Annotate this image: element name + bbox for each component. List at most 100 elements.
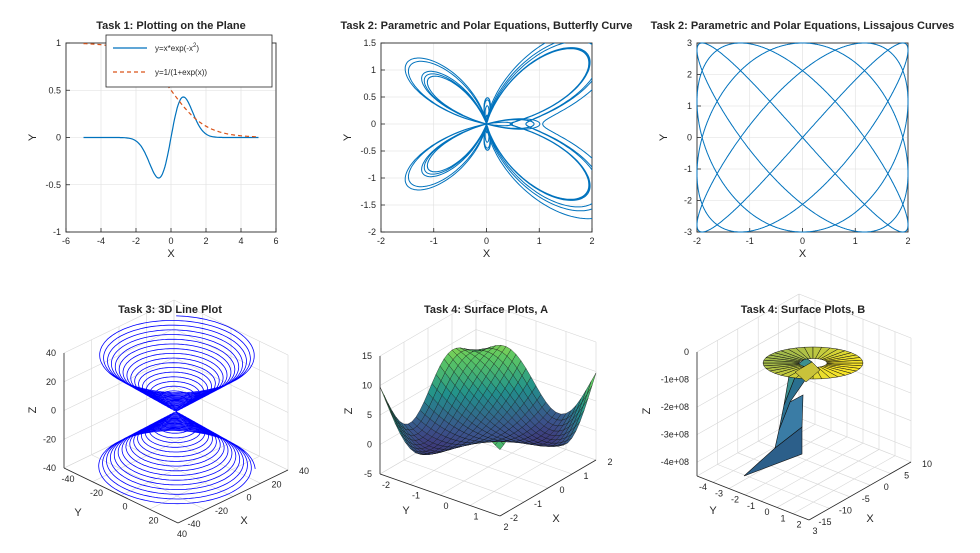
grid-line [63, 357, 175, 411]
grid-line [91, 454, 206, 511]
x-tick-label: 1 [473, 512, 478, 522]
y-tick-label: 0 [884, 482, 889, 492]
y-tick-label: 40 [299, 466, 309, 476]
axis-edge [499, 459, 597, 517]
z-tick-label: -2e+08 [661, 402, 689, 412]
z-tick-label: -1e+08 [661, 375, 689, 385]
x-tick-label: 0 [484, 236, 489, 246]
x-tick-label: 3 [812, 526, 817, 536]
grid-line [798, 376, 912, 421]
y-tick-label: 20 [271, 479, 281, 489]
y-tick-label: -1 [53, 227, 61, 237]
grid-line [146, 427, 261, 484]
y-axis-label: Y [342, 133, 354, 141]
x-axis-label: X [240, 515, 248, 527]
y-tick-label: 0 [56, 133, 61, 143]
x-tick-label: -1 [747, 501, 755, 511]
x-tick-label: 20 [148, 515, 158, 525]
grid-line [475, 299, 597, 343]
y-axis-label: Y [402, 505, 410, 517]
plot-frame [380, 42, 593, 233]
x-axis-label: X [483, 248, 491, 260]
x-tick-label: 4 [238, 236, 243, 246]
y-tick-label: 1.5 [363, 38, 376, 48]
grid-line [737, 452, 850, 498]
y-axis-label: Y [74, 507, 82, 519]
grid-lines [696, 293, 912, 521]
surface-patch [586, 372, 597, 395]
x-tick-label: 2 [503, 522, 508, 532]
x-tick-label: -2 [731, 495, 739, 505]
y-tick-label: -2 [510, 513, 518, 523]
x-tick-label: 2 [796, 520, 801, 530]
x-tick-label: -20 [90, 488, 103, 498]
axis-edge [696, 475, 810, 521]
surface-patch [743, 426, 803, 477]
grid-line [776, 449, 880, 508]
grid-line [798, 417, 912, 463]
chart-1: -6 -4 -2 0 2 4 6 -1 -0.5 0 0.5 1 Task 1: Plotting on… [27, 20, 279, 260]
surface-patch [471, 350, 482, 352]
x-tick-label: -3 [715, 488, 723, 498]
z-tick-label: 5 [367, 410, 372, 420]
x-tick-label: -2 [693, 236, 701, 246]
y-tick-label: -1 [534, 499, 542, 509]
y-tick-label: -10 [839, 505, 852, 515]
chart-title: Task 2: Parametric and Polar Equations, … [651, 20, 955, 32]
grid-line [744, 436, 848, 496]
y-axis-label: Y [27, 133, 39, 141]
grid-line [379, 329, 477, 386]
x-axis-label: X [866, 513, 874, 525]
chart-title: Task 1: Plotting on the Plane [96, 20, 246, 32]
grid-line [173, 328, 289, 385]
x-tick-label: -4 [699, 482, 707, 492]
grid-line [696, 293, 800, 353]
x-tick-label: 1 [537, 236, 542, 246]
grid-line [798, 321, 912, 366]
y-tick-label: -1 [684, 164, 692, 174]
y-tick-label: -1.5 [360, 200, 376, 210]
y-tick-label: 2 [687, 70, 692, 80]
y-tick-label: -2 [684, 196, 692, 206]
y-tick-label: 2 [607, 457, 612, 467]
grid-line [717, 464, 830, 509]
x-tick-label: 2 [589, 236, 594, 246]
x-tick-label: -1 [746, 236, 754, 246]
x-tick-label: -4 [97, 236, 105, 246]
z-tick-label: 0 [51, 406, 56, 416]
y-tick-label: -2 [368, 227, 376, 237]
grid-line [63, 299, 175, 354]
z-tick-label: 20 [46, 377, 56, 387]
y-tick-label: 0 [559, 485, 564, 495]
y-tick-label: 1 [371, 65, 376, 75]
y-tick-label: -15 [818, 517, 831, 527]
z-tick-label: 10 [362, 381, 372, 391]
y-tick-label: -20 [215, 506, 228, 516]
y-tick-label: 5 [904, 471, 909, 481]
surface-mesh [743, 346, 864, 477]
y-tick-label: 3 [687, 38, 692, 48]
axis-edge [379, 473, 501, 517]
axis-edge [808, 461, 912, 521]
grid-line [696, 376, 800, 435]
legend-label-1-tail: ) [196, 44, 199, 53]
grid-line [798, 293, 912, 339]
z-tick-label: -3e+08 [661, 430, 689, 440]
x-tick-label: 0 [122, 502, 127, 512]
grid-line [798, 403, 912, 449]
chart-title: Task 3: 3D Line Plot [118, 304, 222, 316]
x-tick-label: 0 [168, 236, 173, 246]
z-tick-label: -4e+08 [661, 457, 689, 467]
x-tick-label: 0 [443, 501, 448, 511]
z-tick-label: 0 [684, 347, 689, 357]
y-tick-label: -5 [862, 494, 870, 504]
x-axis-label: X [799, 248, 807, 260]
x-tick-label: -1 [412, 491, 420, 501]
x-tick-label: -2 [377, 236, 385, 246]
y-tick-label: 0.5 [48, 85, 61, 95]
x-tick-label: 0 [764, 507, 769, 517]
grid-line [63, 328, 175, 383]
grid-line [173, 299, 289, 356]
